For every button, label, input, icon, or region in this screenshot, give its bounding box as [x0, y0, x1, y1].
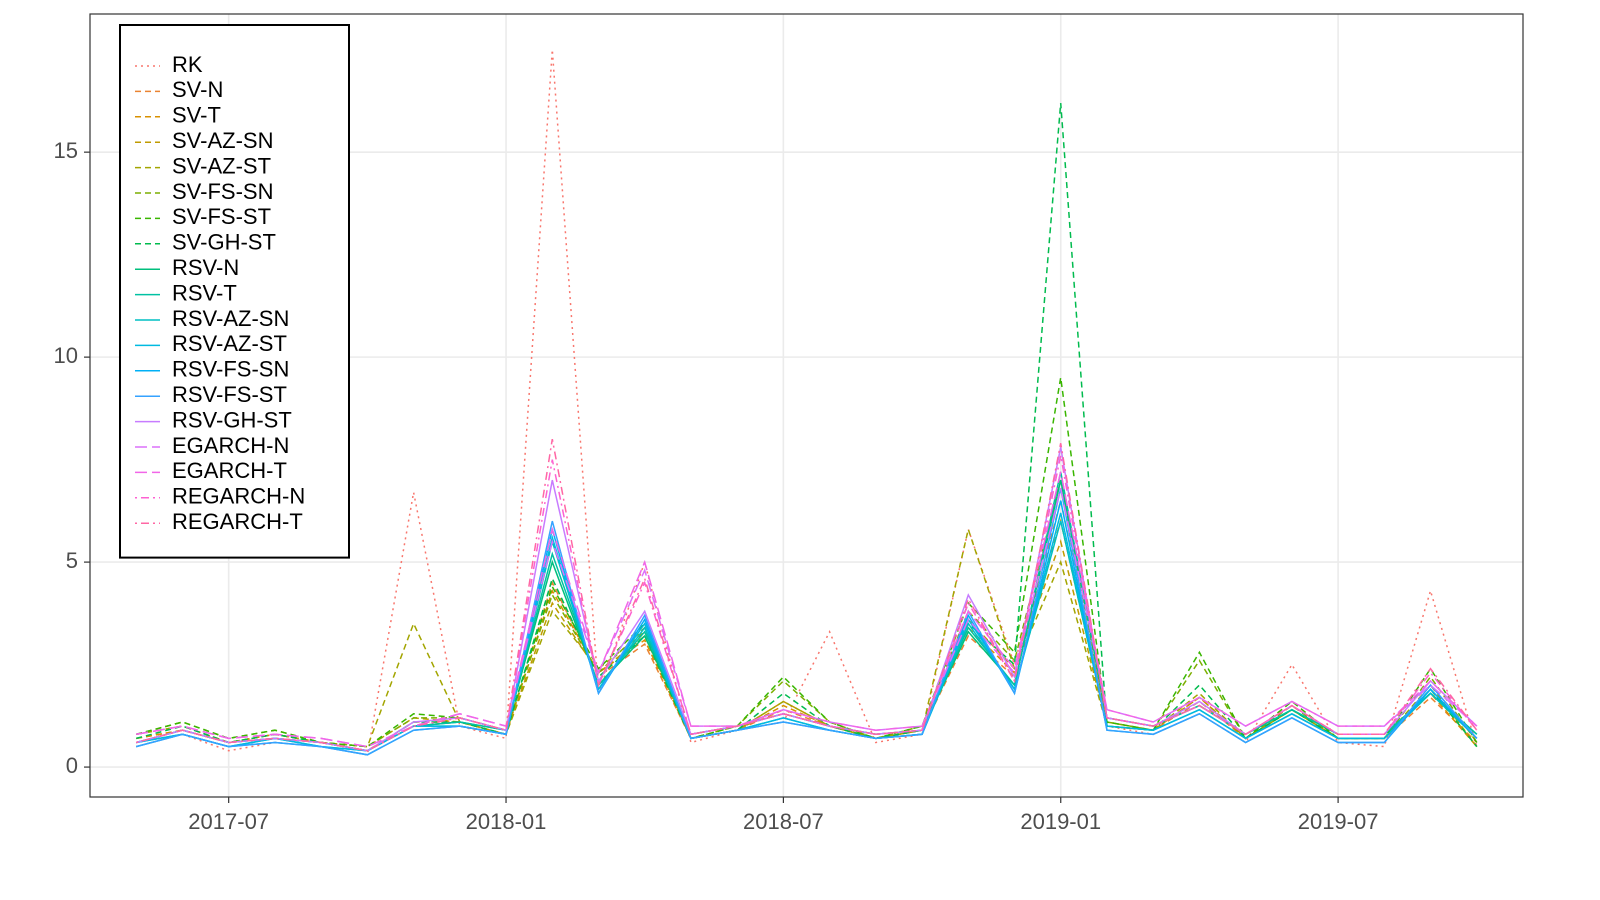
legend-label: SV-GH-ST — [172, 230, 276, 255]
legend-label: SV-AZ-SN — [172, 128, 273, 153]
legend-label: RK — [172, 52, 203, 77]
legend-label: RSV-GH-ST — [172, 407, 292, 432]
y-tick-label: 5 — [66, 548, 78, 573]
axes: 0 5 10 15 2017-07 2018-01 2018-07 2019-01 2019-0… — [54, 138, 1379, 834]
legend-label: SV-T — [172, 103, 221, 128]
legend-label: REGARCH-T — [172, 509, 303, 534]
series-line — [136, 471, 1478, 748]
legend-label: RSV-T — [172, 280, 237, 305]
legend-label: RSV-N — [172, 255, 239, 280]
x-tick-label: 2017-07 — [188, 809, 269, 834]
x-tick-label: 2018-07 — [743, 809, 824, 834]
legend-label: EGARCH-N — [172, 433, 289, 458]
x-tick-label: 2018-01 — [466, 809, 547, 834]
legend-label: RSV-AZ-ST — [172, 331, 287, 356]
y-tick-label: 10 — [54, 343, 78, 368]
legend-label: SV-FS-SN — [172, 179, 273, 204]
x-tick-label: 2019-01 — [1020, 809, 1101, 834]
series-line — [136, 488, 1478, 756]
legend-label: SV-AZ-ST — [172, 153, 271, 178]
legend-label: REGARCH-N — [172, 484, 305, 509]
legend-label: RSV-AZ-SN — [172, 306, 289, 331]
legend-box — [119, 24, 350, 559]
lines — [136, 49, 1478, 756]
series-line — [136, 438, 1478, 752]
y-tick-label: 15 — [54, 138, 78, 163]
legend-label: SV-N — [172, 77, 223, 102]
y-tick-label: 0 — [66, 753, 78, 778]
panel-border — [89, 13, 1524, 798]
x-tick-label: 2019-07 — [1298, 809, 1379, 834]
legend-label: SV-FS-ST — [172, 204, 271, 229]
legend-label: RSV-FS-SN — [172, 357, 289, 382]
legend-label: RSV-FS-ST — [172, 382, 287, 407]
legend: RKSV-NSV-TSV-AZ-SNSV-AZ-STSV-FS-SNSV-FS-… — [119, 24, 350, 559]
legend-label: EGARCH-T — [172, 458, 287, 483]
